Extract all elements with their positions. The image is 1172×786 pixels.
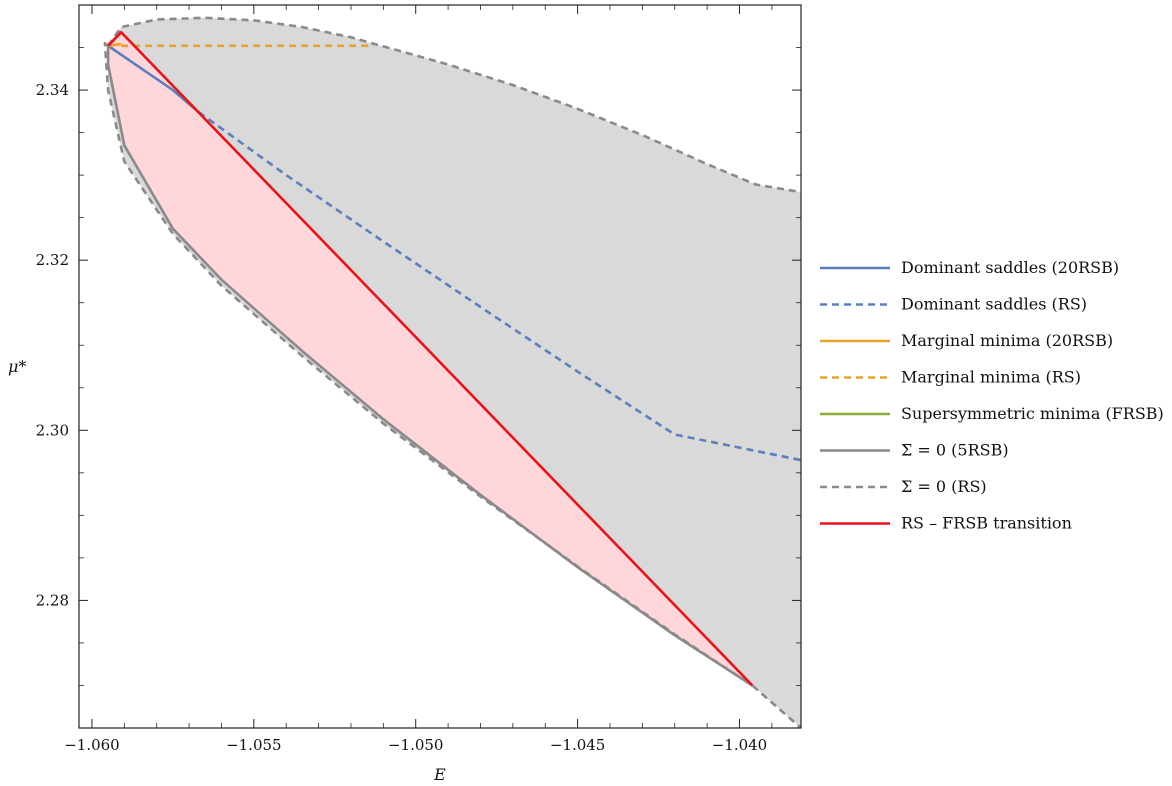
y-tick-label: 2.34	[36, 81, 69, 99]
series-sigma-0-rs	[103, 41, 801, 728]
series-sigma-0-5rsb	[106, 45, 754, 687]
x-tick-label: −1.045	[550, 736, 606, 754]
ticks-layer: −1.060 −1.055 −1.050 −1.045 −1.040 2.28 2.30 2.…	[36, 4, 801, 754]
legend-item: Marginal minima (RS)	[820, 368, 1081, 387]
y-tick-label: 2.30	[36, 421, 69, 439]
legend-label: RS – FRSB transition	[901, 514, 1072, 533]
series-sigma-0-rs-upper	[107, 16, 801, 194]
x-tick-label: −1.060	[64, 736, 120, 754]
series-dominant-saddles-rs	[198, 111, 801, 462]
legend-item: Σ = 0 (RS)	[820, 477, 987, 496]
y-tick-label: 2.28	[36, 591, 69, 609]
pink-region	[108, 32, 753, 686]
legend-label: Dominant saddles (RS)	[901, 295, 1087, 314]
x-axis-label: E	[433, 765, 446, 784]
y-axis-label: μ*	[8, 357, 26, 376]
series-rs-frsb-transition	[107, 30, 754, 687]
series-marginal-minima-20rsb	[107, 42, 122, 48]
legend-item: Supersymmetric minima (FRSB)	[820, 404, 1164, 423]
x-tick-label: −1.050	[388, 736, 444, 754]
legend-item: Marginal minima (20RSB)	[820, 331, 1113, 350]
legend-item: Σ = 0 (5RSB)	[820, 441, 1009, 460]
series-layer	[103, 16, 801, 728]
legend-label: Marginal minima (20RSB)	[901, 331, 1113, 350]
legend-item: RS – FRSB transition	[820, 514, 1072, 533]
legend-item: Dominant saddles (20RSB)	[820, 258, 1119, 277]
plot-frame	[78, 4, 802, 729]
legend: Dominant saddles (20RSB) Dominant saddles…	[820, 258, 1164, 533]
legend-label: Supersymmetric minima (FRSB)	[901, 404, 1164, 423]
gray-region	[108, 17, 801, 728]
legend-label: Dominant saddles (20RSB)	[901, 258, 1119, 277]
legend-label: Σ = 0 (5RSB)	[901, 441, 1009, 460]
y-tick-label: 2.32	[36, 251, 69, 269]
regions-layer	[108, 17, 801, 728]
legend-item: Dominant saddles (RS)	[820, 295, 1087, 314]
legend-label: Σ = 0 (RS)	[901, 477, 987, 496]
x-tick-label: −1.040	[712, 736, 768, 754]
series-dominant-saddles-20rsb	[107, 44, 200, 114]
legend-label: Marginal minima (RS)	[901, 368, 1081, 387]
x-tick-label: −1.055	[226, 736, 282, 754]
